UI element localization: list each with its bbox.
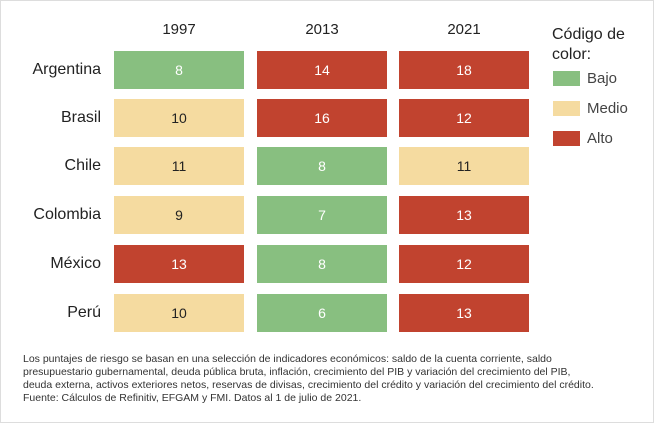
row-label: Argentina (32, 61, 102, 78)
legend-swatch (553, 71, 580, 86)
legend-swatch (553, 131, 580, 146)
heat-cell: 8 (114, 51, 244, 89)
row-label: Perú (67, 304, 101, 321)
heat-cell: 7 (257, 196, 387, 234)
heat-cell: 10 (114, 294, 244, 332)
heat-cell: 13 (114, 245, 244, 283)
heat-cell: 8 (257, 245, 387, 283)
legend-title: Código de color: (552, 26, 625, 63)
heat-cell: 10 (114, 99, 244, 137)
footnote: Los puntajes de riesgo se basan en una s… (23, 353, 552, 365)
heat-cell: 11 (399, 147, 529, 185)
heat-cell: 12 (399, 245, 529, 283)
heat-cell: 14 (257, 51, 387, 89)
legend-label: Medio (587, 100, 628, 117)
row-label: Colombia (33, 206, 101, 223)
heat-cell: 9 (114, 196, 244, 234)
legend-label: Bajo (587, 70, 618, 87)
footnote: deuda externa, activos exteriores netos,… (23, 379, 594, 391)
heat-cell: 6 (257, 294, 387, 332)
column-label: 2021 (447, 21, 481, 38)
column-label: 2013 (305, 21, 339, 38)
footnote: Fuente: Cálculos de Refinitiv, EFGAM y F… (23, 392, 362, 404)
row-label: México (50, 255, 101, 272)
row-label: Chile (64, 157, 101, 174)
heat-cell: 13 (399, 196, 529, 234)
heat-cell: 12 (399, 99, 529, 137)
legend-swatch (553, 101, 580, 116)
row-label: Brasil (60, 109, 101, 126)
heat-cell: 16 (257, 99, 387, 137)
heat-cell: 13 (399, 294, 529, 332)
heat-cell: 18 (399, 51, 529, 89)
heat-cell: 11 (114, 147, 244, 185)
column-label: 1997 (162, 21, 196, 38)
footnote: presupuestario gubernamental, deuda públ… (23, 366, 571, 378)
legend-label: Alto (587, 130, 613, 147)
heat-cell: 8 (257, 147, 387, 185)
